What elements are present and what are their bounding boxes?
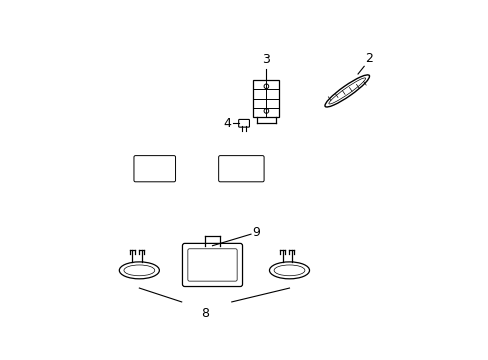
- Text: 9: 9: [252, 226, 260, 239]
- Text: 3: 3: [262, 53, 270, 66]
- Text: 4: 4: [224, 117, 231, 130]
- Bar: [253, 80, 279, 117]
- Text: 2: 2: [364, 52, 372, 65]
- Text: 8: 8: [201, 306, 208, 320]
